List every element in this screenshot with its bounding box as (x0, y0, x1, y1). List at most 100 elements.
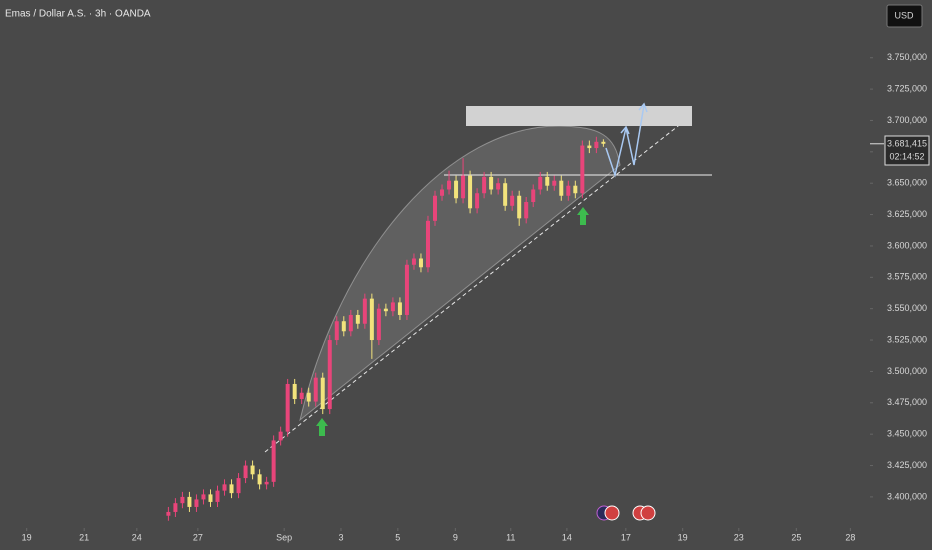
candle-body (390, 302, 395, 312)
arrow-head (620, 125, 630, 135)
candle-body (496, 183, 501, 190)
y-tick-label: 3.525,000 (887, 334, 927, 344)
price-tag (884, 135, 930, 166)
candle-body (482, 176, 487, 194)
y-tick-label: 3.500,000 (887, 366, 927, 376)
candle-body (524, 202, 529, 219)
candle-body (454, 180, 459, 199)
candle-body (566, 185, 571, 196)
up-arrow (316, 418, 328, 436)
y-tick-label: 3.475,000 (887, 397, 927, 407)
candle-body (538, 176, 543, 190)
candle-body (475, 193, 480, 209)
candle-body (545, 176, 550, 186)
candle-body (594, 141, 599, 149)
currency-button[interactable] (886, 4, 923, 28)
candle-body (573, 185, 578, 194)
candle-body (299, 392, 304, 400)
y-tick-label: 3.625,000 (887, 209, 927, 219)
chart-title: Emas / Dollar A.S. · 3h · OANDA (5, 9, 151, 20)
x-tick-label: 3 (338, 532, 343, 542)
last-price: 3.681,415 (887, 138, 927, 148)
y-tick-label: 3.575,000 (887, 272, 927, 282)
target-zone (466, 106, 692, 126)
candle-body (369, 298, 374, 341)
candle-body (313, 377, 318, 402)
candle-body (362, 298, 367, 324)
x-tick-label: 9 (453, 532, 458, 542)
candle-body (397, 302, 402, 315)
candle-body (180, 496, 185, 504)
candle-body (411, 258, 416, 265)
candle-body (440, 189, 445, 196)
x-tick-label: 21 (79, 532, 89, 542)
currency-label[interactable]: USD (894, 10, 914, 20)
candle-body (278, 431, 283, 441)
candle-body (552, 180, 557, 186)
candle-body (559, 180, 564, 196)
candle-body (418, 258, 423, 268)
candle-body (461, 175, 466, 199)
x-tick-label: 11 (506, 532, 515, 542)
plot: 3.400,000 3.425,000 3.450,000 3.475,000 3.50… (22, 52, 927, 542)
x-tick-label: 23 (734, 532, 744, 542)
candle-body (166, 511, 171, 516)
candle-body (587, 145, 592, 149)
candle-body (327, 340, 332, 410)
candle-body (250, 465, 255, 475)
y-tick-label: 3.650,000 (887, 178, 927, 188)
x-tick-label: 17 (621, 532, 631, 542)
candle-body (517, 195, 522, 219)
candle-body (468, 175, 473, 209)
x-tick-label: 5 (395, 532, 400, 542)
x-tick-label: 19 (678, 532, 688, 542)
up-arrow (577, 207, 589, 225)
candle-body (580, 145, 585, 194)
event-icon (604, 505, 620, 521)
x-tick-label: 14 (562, 532, 572, 542)
candle-body (320, 377, 325, 410)
candle-body (236, 478, 241, 494)
candle-body (271, 440, 276, 482)
candle-body (222, 484, 227, 491)
curve-area (299, 125, 621, 422)
candle-body (348, 314, 353, 332)
x-tick-label: 27 (193, 532, 203, 542)
x-tick-label: 25 (791, 532, 801, 542)
candle-body (194, 499, 199, 507)
candle-body (383, 308, 388, 312)
candle-body (601, 141, 606, 144)
y-tick-label: 3.725,000 (887, 83, 927, 93)
candle-body (489, 176, 494, 190)
candle-body (208, 494, 213, 502)
candle-body (447, 180, 452, 190)
x-tick-label: 28 (845, 532, 855, 542)
candle-body (264, 481, 269, 485)
x-tick-label: Sep (276, 532, 292, 542)
countdown: 02:14:52 (889, 151, 924, 161)
y-tick-label: 3.425,000 (887, 460, 927, 470)
candle-body (243, 465, 248, 479)
candle-body (503, 183, 508, 206)
candle-body (215, 490, 220, 502)
candle-body (306, 392, 311, 402)
candle-body (292, 383, 297, 400)
event-icon (640, 505, 656, 521)
candle-body (187, 496, 192, 507)
x-tick-label: 24 (132, 532, 142, 542)
arrow-head (638, 102, 648, 113)
event-icons (596, 505, 656, 521)
candle-body (341, 321, 346, 332)
candle-body (173, 503, 178, 512)
candle-body (510, 195, 515, 206)
y-tick-label: 3.750,000 (887, 52, 927, 62)
y-tick-label: 3.700,000 (887, 115, 927, 125)
candle-body (201, 494, 206, 500)
candle-body (433, 195, 437, 221)
candle-body (355, 314, 360, 324)
candle-body (334, 321, 339, 341)
candle-body (229, 484, 234, 494)
candle-body (531, 189, 536, 203)
